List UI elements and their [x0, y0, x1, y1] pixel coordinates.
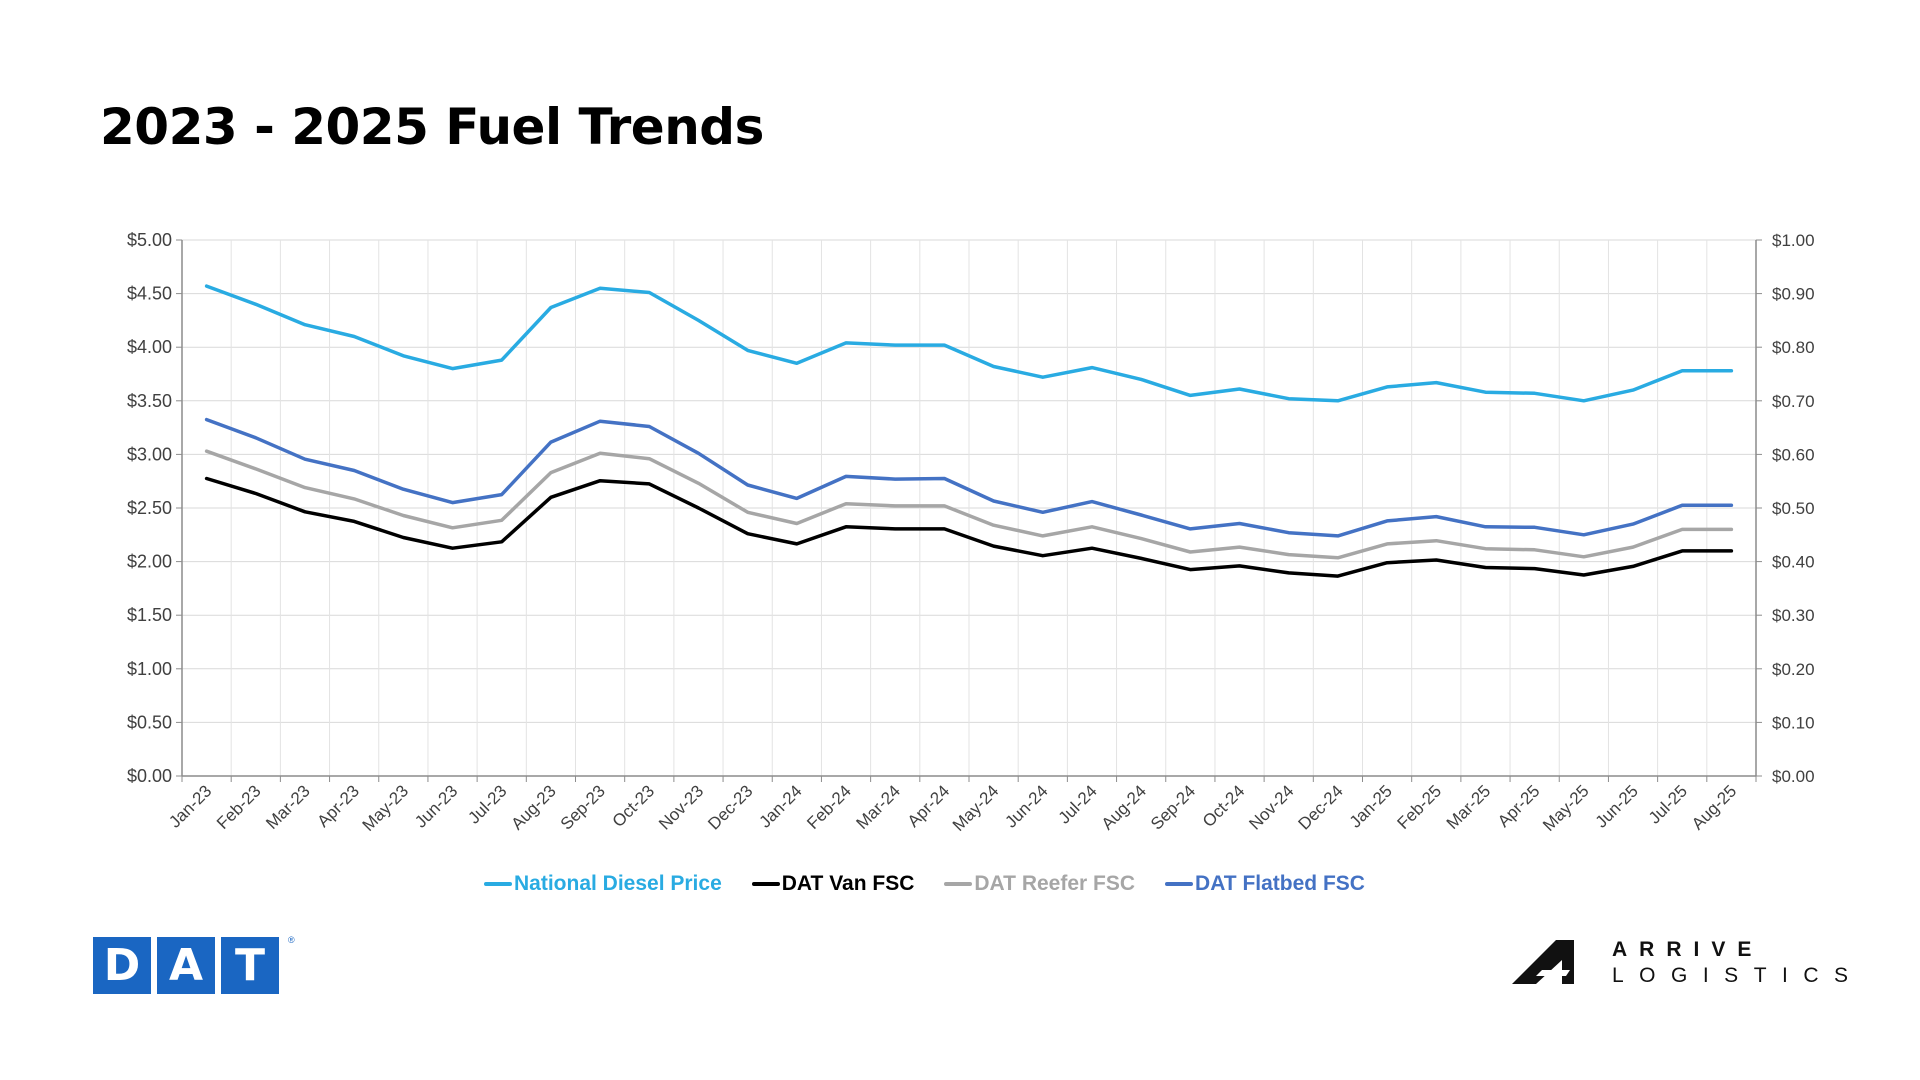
left-tick-label: $2.50: [127, 498, 172, 518]
x-tick-label: Jul-25: [1645, 781, 1691, 827]
right-tick-label: $0.40: [1772, 553, 1815, 572]
left-tick-label: $0.50: [127, 712, 172, 732]
arrive-wordmark: ARRIVE: [1612, 938, 1764, 961]
x-tick-label: Apr-23: [313, 781, 363, 831]
x-tick-label: Aug-23: [508, 781, 560, 833]
right-tick-label: $1.00: [1772, 231, 1815, 250]
legend-label-van: DAT Van FSC: [781, 872, 915, 895]
x-tick-label: Aug-24: [1098, 781, 1150, 833]
x-tick-label: Mar-24: [853, 781, 905, 833]
x-tick-label: Jun-24: [1001, 781, 1051, 831]
left-tick-label: $1.50: [127, 605, 172, 625]
legend-item-reefer: DAT Reefer FSC: [944, 872, 1135, 896]
right-tick-label: $0.50: [1772, 499, 1815, 518]
logistics-wordmark: LOGISTICS: [1612, 964, 1864, 987]
x-tick-label: Jun-25: [1592, 781, 1642, 831]
series-line-2: [204, 449, 1734, 560]
x-tick-label: Jan-24: [755, 781, 805, 831]
legend-label-flatbed: DAT Flatbed FSC: [1195, 872, 1365, 895]
legend-swatch-van: [751, 882, 780, 886]
arrive-logo-mark-icon: [1512, 940, 1574, 984]
x-tick-label: Aug-25: [1688, 781, 1740, 833]
x-tick-label: May-25: [1539, 781, 1593, 835]
right-axis-tick-labels: $0.00 $0.10 $0.20 $0.30 $0.40 $0.50 $0.60 $0.70…: [1772, 231, 1815, 786]
series-lines: [204, 284, 1734, 578]
left-tick-label: $3.00: [127, 444, 172, 464]
arrive-logistics-logo: ARRIVE LOGISTICS: [1512, 934, 1852, 990]
x-tick-label: Jan-23: [165, 781, 215, 831]
right-tick-label: $0.90: [1772, 285, 1815, 304]
right-tick-label: $0.00: [1772, 767, 1815, 786]
x-tick-label: Dec-24: [1295, 781, 1347, 833]
x-tick-label: Mar-25: [1443, 781, 1495, 833]
right-tick-label: $0.20: [1772, 660, 1815, 679]
x-tick-label: Feb-25: [1394, 781, 1446, 833]
x-tick-label: May-23: [359, 781, 413, 835]
left-tick-label: $3.50: [127, 391, 172, 411]
legend-item-flatbed: DAT Flatbed FSC: [1165, 872, 1365, 896]
chart-legend: National Diesel Price DAT Van FSC DAT Re…: [484, 872, 1365, 896]
legend-swatch-reefer: [944, 882, 973, 886]
series-line-0: [204, 284, 1734, 403]
dat-logo: D A T ®: [93, 935, 295, 994]
series-line-3: [204, 417, 1734, 538]
axes: [176, 239, 1762, 782]
left-tick-label: $4.50: [127, 284, 172, 304]
dat-logo-letter-a: A: [157, 937, 215, 994]
legend-swatch-flatbed: [1165, 882, 1194, 886]
right-tick-label: $0.70: [1772, 392, 1815, 411]
x-tick-label: Apr-24: [904, 781, 954, 831]
x-tick-label: May-24: [949, 781, 1003, 835]
left-tick-label: $2.00: [127, 552, 172, 572]
right-tick-label: $0.80: [1772, 338, 1815, 357]
x-tick-label: Apr-25: [1494, 781, 1544, 831]
x-tick-label: Feb-23: [213, 781, 265, 833]
page-title: 2023 - 2025 Fuel Trends: [100, 98, 764, 156]
left-tick-label: $5.00: [127, 230, 172, 250]
x-tick-label: Sep-23: [557, 781, 609, 833]
x-tick-label: Jul-24: [1055, 781, 1101, 827]
legend-item-van: DAT Van FSC: [751, 872, 915, 896]
legend-swatch-diesel: [484, 882, 512, 886]
left-tick-label: $1.00: [127, 659, 172, 679]
left-tick-label: $0.00: [127, 766, 172, 786]
x-tick-label: Feb-24: [803, 781, 855, 833]
x-tick-label: Nov-23: [655, 781, 707, 833]
dat-logo-letter-t: T: [221, 937, 279, 994]
x-tick-label: Jan-25: [1346, 781, 1396, 831]
x-tick-label: Sep-24: [1147, 781, 1199, 833]
grid-lines: [181, 239, 1757, 777]
left-tick-label: $4.00: [127, 337, 172, 357]
left-axis-tick-labels: $0.00 $0.50 $1.00 $1.50 $2.00 $2.50 $3.00 $3.50…: [127, 230, 172, 786]
legend-label-reefer: DAT Reefer FSC: [974, 872, 1136, 895]
legend-label-diesel: National Diesel Price: [514, 872, 722, 895]
x-tick-label: Nov-24: [1245, 781, 1297, 833]
x-tick-label: Oct-23: [609, 781, 659, 831]
legend-item-diesel: National Diesel Price: [484, 872, 722, 896]
x-tick-label: Dec-23: [704, 781, 756, 833]
x-tick-label: Mar-23: [262, 781, 314, 833]
x-tick-label: Jun-23: [411, 781, 461, 831]
right-tick-label: $0.30: [1772, 606, 1815, 625]
right-tick-label: $0.10: [1772, 713, 1815, 732]
dat-registered-mark: ®: [288, 935, 295, 945]
dat-logo-letter-d: D: [93, 937, 151, 994]
series-line-1: [204, 476, 1734, 578]
x-tick-label: Jul-23: [464, 781, 510, 827]
right-tick-label: $0.60: [1772, 445, 1815, 464]
x-tick-label: Oct-24: [1199, 781, 1249, 831]
